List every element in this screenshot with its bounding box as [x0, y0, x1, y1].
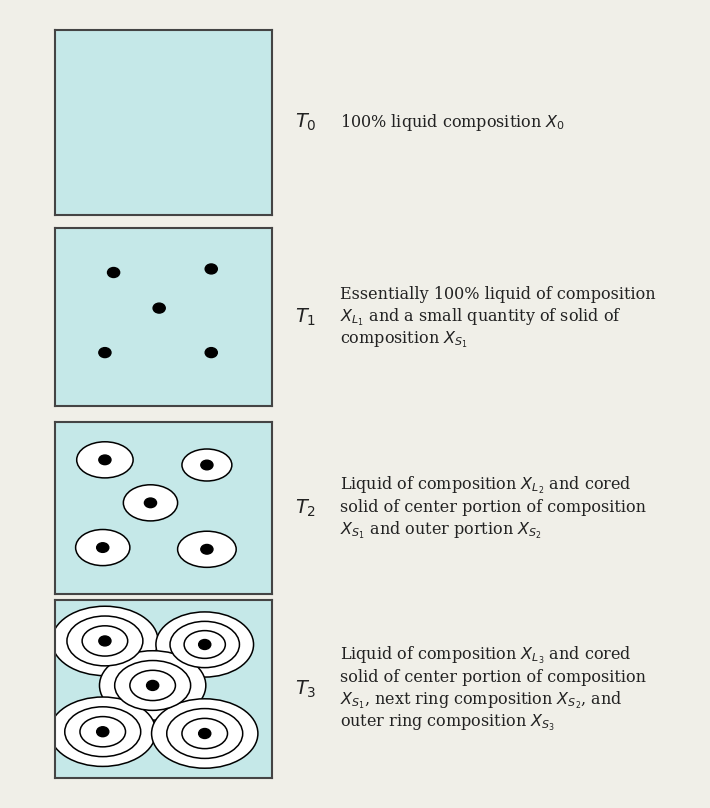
Circle shape	[107, 267, 120, 277]
Text: $T_3$: $T_3$	[295, 679, 317, 700]
Text: $X_{L_1}$ and a small quantity of solid of: $X_{L_1}$ and a small quantity of solid …	[340, 306, 622, 328]
Ellipse shape	[99, 650, 206, 720]
Ellipse shape	[115, 660, 190, 710]
Ellipse shape	[75, 529, 130, 566]
Ellipse shape	[65, 707, 141, 756]
Ellipse shape	[182, 718, 227, 749]
Circle shape	[153, 303, 165, 313]
Circle shape	[99, 347, 111, 358]
Circle shape	[99, 636, 111, 646]
Ellipse shape	[151, 699, 258, 768]
Text: $T_2$: $T_2$	[295, 498, 316, 519]
Text: Liquid of composition $X_{L_3}$ and cored: Liquid of composition $X_{L_3}$ and core…	[340, 644, 632, 666]
Ellipse shape	[167, 709, 243, 759]
Circle shape	[97, 726, 109, 737]
Ellipse shape	[82, 626, 128, 656]
Ellipse shape	[50, 697, 156, 767]
Ellipse shape	[170, 621, 239, 667]
Text: outer ring composition $X_{S_3}$: outer ring composition $X_{S_3}$	[340, 713, 555, 733]
Ellipse shape	[156, 612, 253, 677]
Text: Essentially 100% liquid of composition: Essentially 100% liquid of composition	[340, 286, 655, 303]
Circle shape	[199, 729, 211, 739]
Ellipse shape	[67, 616, 143, 666]
Text: $T_1$: $T_1$	[295, 306, 316, 328]
Text: Liquid of composition $X_{L_2}$ and cored: Liquid of composition $X_{L_2}$ and core…	[340, 474, 632, 496]
Circle shape	[205, 347, 217, 358]
Circle shape	[144, 498, 157, 507]
Text: $X_{S_1}$ and outer portion $X_{S_2}$: $X_{S_1}$ and outer portion $X_{S_2}$	[340, 520, 542, 541]
Text: $X_{S_1}$, next ring composition $X_{S_2}$, and: $X_{S_1}$, next ring composition $X_{S_2…	[340, 689, 623, 711]
Ellipse shape	[184, 630, 225, 659]
Ellipse shape	[182, 449, 232, 481]
Ellipse shape	[77, 442, 133, 478]
Text: solid of center portion of composition: solid of center portion of composition	[340, 669, 646, 686]
Ellipse shape	[52, 606, 158, 675]
Text: 100% liquid composition $X_0$: 100% liquid composition $X_0$	[340, 112, 565, 133]
Circle shape	[99, 455, 111, 465]
Circle shape	[201, 545, 213, 554]
Text: solid of center portion of composition: solid of center portion of composition	[340, 499, 646, 516]
Ellipse shape	[130, 671, 175, 701]
Text: $T_0$: $T_0$	[295, 112, 317, 133]
Ellipse shape	[124, 485, 178, 521]
Circle shape	[201, 461, 213, 469]
Circle shape	[199, 639, 211, 650]
Circle shape	[146, 680, 159, 690]
Ellipse shape	[178, 531, 236, 567]
Circle shape	[205, 264, 217, 274]
Text: composition $X_{S_1}$: composition $X_{S_1}$	[340, 330, 468, 350]
Ellipse shape	[80, 717, 126, 747]
Circle shape	[97, 543, 109, 553]
